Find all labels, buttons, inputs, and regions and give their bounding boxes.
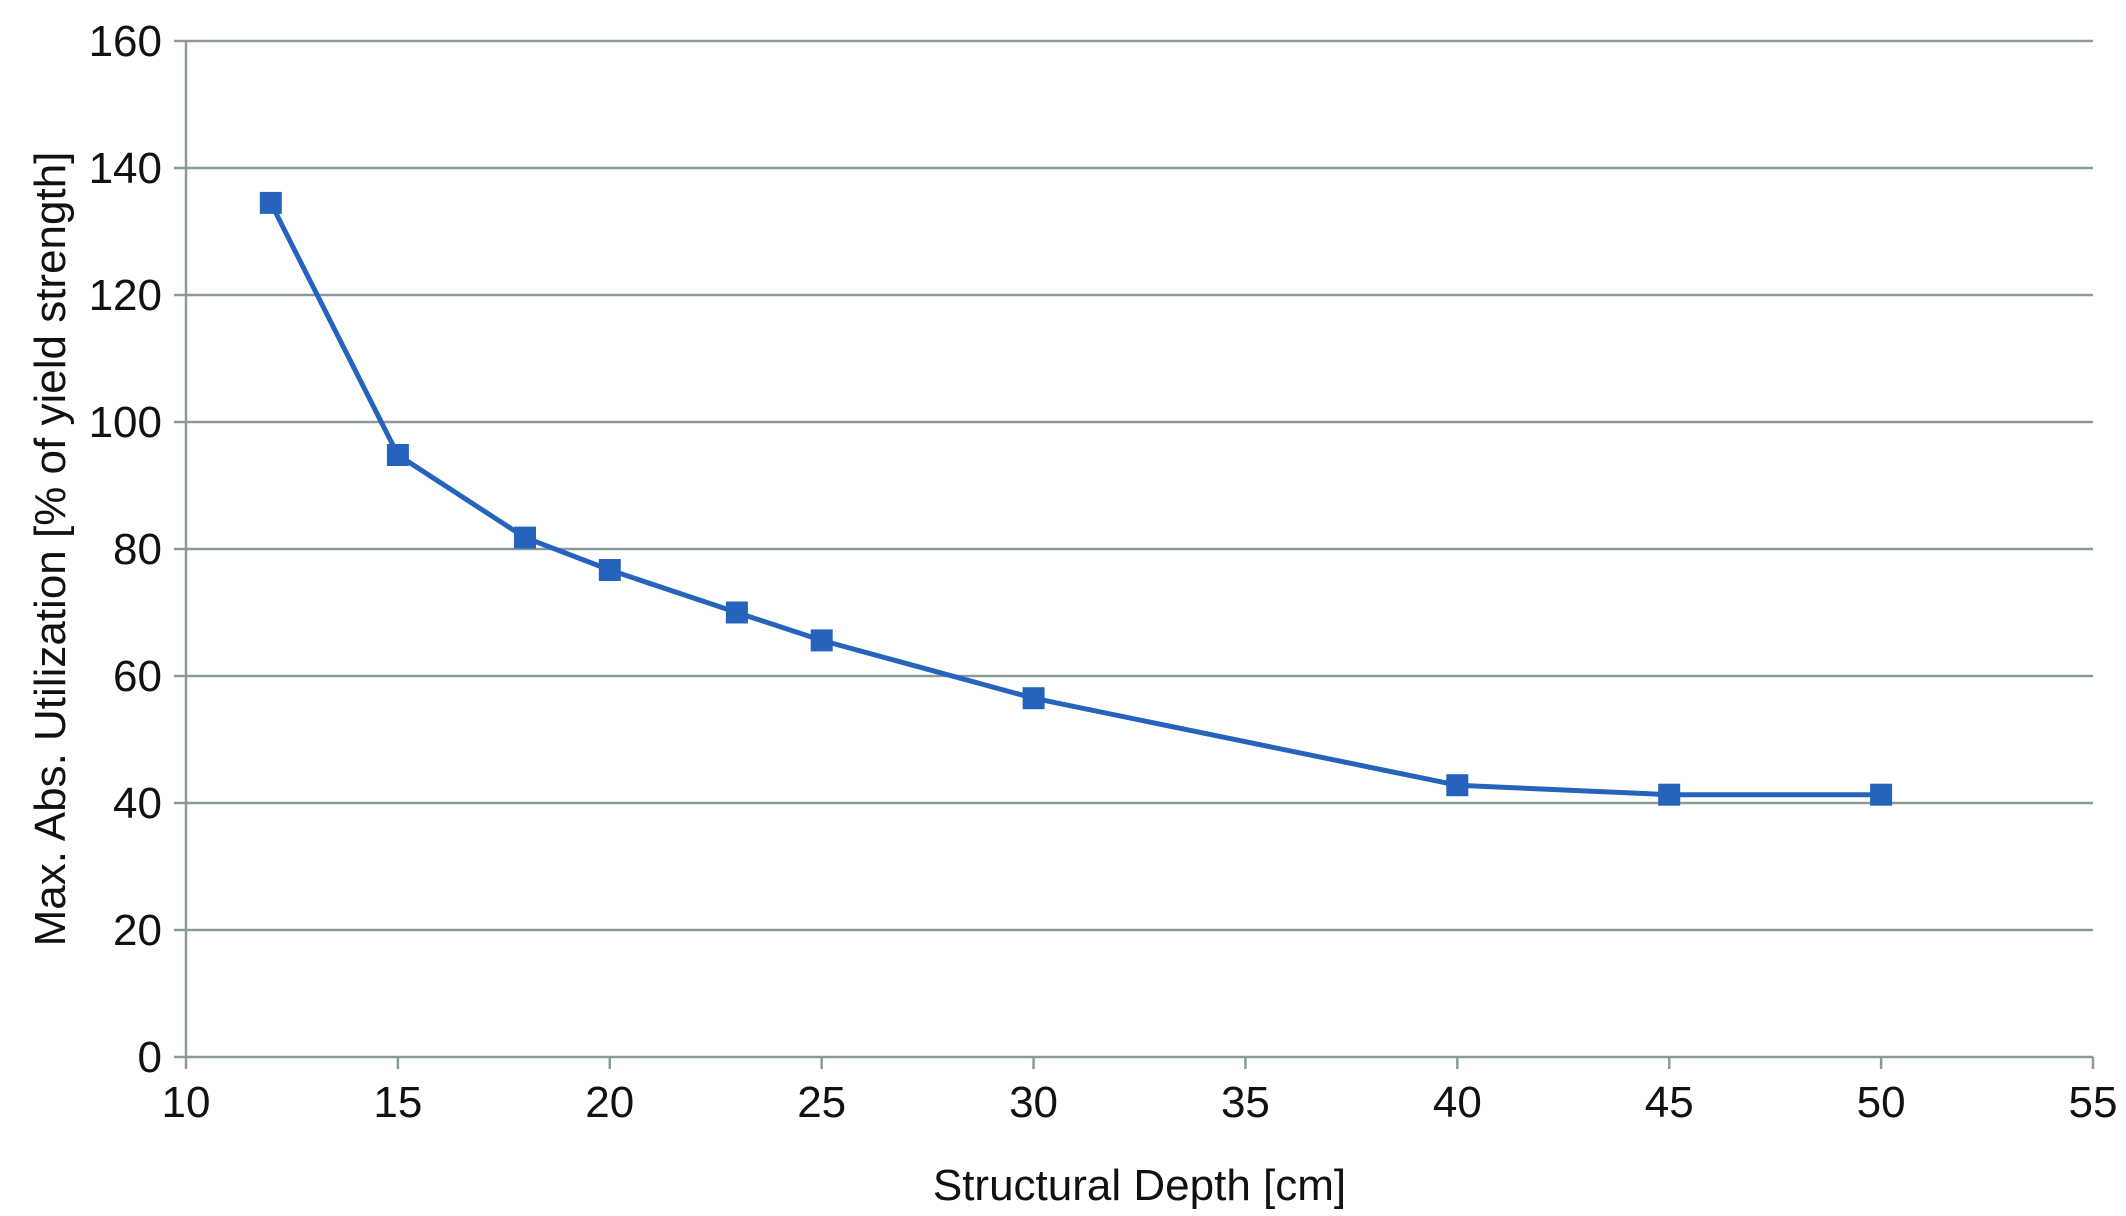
- x-tick-label: 15: [373, 1078, 422, 1127]
- x-tick-label: 40: [1433, 1078, 1482, 1127]
- data-point: [1446, 774, 1469, 797]
- y-tick-label: 160: [89, 17, 162, 66]
- x-tick-label: 50: [1857, 1078, 1906, 1127]
- y-tick-label: 40: [113, 779, 162, 828]
- x-ticks: 10 15 20 25 30 35 40 45 50 55: [162, 1057, 2118, 1127]
- data-point: [386, 444, 409, 466]
- grid: [186, 39, 2093, 932]
- y-tick-label: 60: [113, 652, 162, 701]
- x-tick-label: 20: [585, 1078, 634, 1127]
- x-tick-label: 55: [2069, 1078, 2118, 1127]
- y-tick-label: 140: [89, 144, 162, 193]
- data-point: [259, 191, 282, 214]
- data-point: [514, 526, 536, 549]
- x-tick-label: 10: [162, 1078, 211, 1127]
- data-point: [1022, 687, 1045, 710]
- x-axis-title: Structural Depth [cm]: [933, 1161, 1346, 1210]
- y-tick-label: 120: [89, 271, 162, 320]
- data-point: [810, 629, 833, 652]
- data-point: [1658, 783, 1681, 806]
- x-tick-label: 25: [797, 1078, 846, 1127]
- x-tick-label: 45: [1645, 1078, 1694, 1127]
- y-tick-label: 100: [89, 398, 162, 447]
- series: [259, 191, 1893, 806]
- y-tick-label: 0: [138, 1033, 162, 1082]
- x-tick-label: 30: [1009, 1078, 1058, 1127]
- data-point: [598, 559, 621, 581]
- y-tick-label: 20: [113, 906, 162, 955]
- data-point: [725, 601, 748, 624]
- y-tick-label: 80: [113, 525, 162, 574]
- x-tick-label: 35: [1221, 1078, 1270, 1127]
- y-ticks: 0 20 40 60 80 100 120 140 160: [89, 17, 186, 1082]
- series-line: [268, 201, 1882, 798]
- data-point: [1870, 783, 1893, 806]
- y-axis-title: Max. Abs. Utilization [% of yield streng…: [26, 152, 75, 947]
